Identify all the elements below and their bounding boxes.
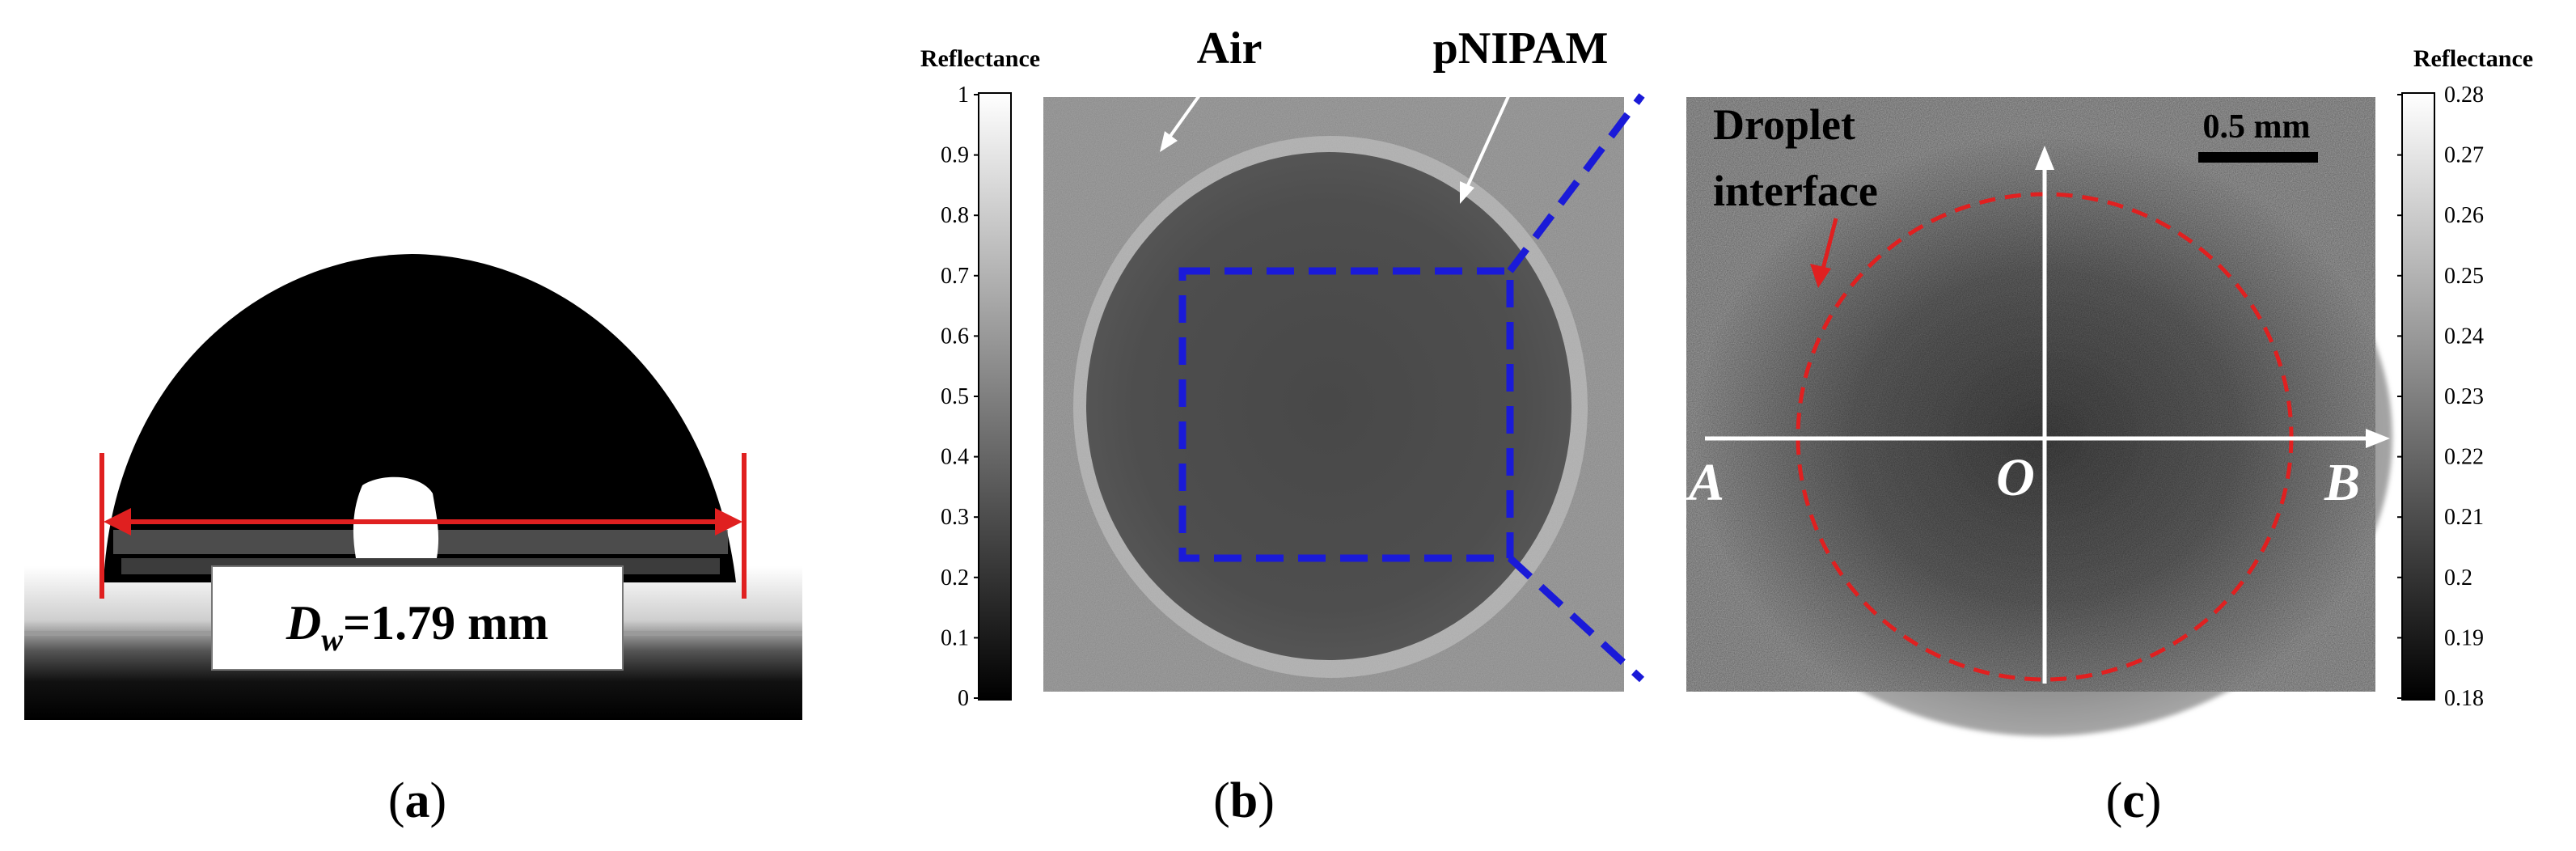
panel-c-point-o-label: O	[1996, 448, 2035, 507]
panel-c: A O B Droplet interface 0.5 mm Reflectan…	[1686, 45, 2533, 736]
panel-c-caption-letter: c	[2122, 773, 2145, 828]
panel-b-annotation-pnipam: pNIPAM	[1433, 23, 1609, 74]
panel-b-colorbar-tick-label: 0.8	[941, 203, 969, 228]
panel-a: Dw=1.79 mm	[24, 28, 802, 720]
panel-a-droplet	[104, 254, 736, 582]
panel-c-colorbar-tick-label: 0.21	[2444, 505, 2484, 530]
panel-c-annotation-arrow	[1819, 218, 1838, 276]
panel-b-zoom-line-top	[1507, 93, 1645, 273]
panel-c-colorbar-tick-label: 0.2	[2444, 565, 2472, 591]
panel-a-caption-letter: a	[404, 773, 430, 828]
panel-b-colorbar-tick-label: 0.5	[941, 384, 969, 409]
panel-c-caption: (c)	[2105, 773, 2162, 828]
panel-b-air-arrow	[1163, 86, 1207, 146]
panel-b-colorbar-tick-label: 1	[958, 83, 969, 108]
panel-b-droplet	[1086, 152, 1571, 660]
panel-a-bright-spot	[353, 476, 439, 558]
panel-a-diameter-box	[211, 565, 624, 671]
panel-b-pnipam-arrow	[1462, 87, 1514, 195]
panel-b-zoom-box	[1178, 267, 1514, 562]
panel-c-colorbar-tick-label: 0.27	[2444, 143, 2484, 168]
panel-c-colorbar-tick-label: 0.19	[2444, 625, 2484, 650]
panel-b-pnipam-arrowhead	[1460, 181, 1474, 204]
panel-b-colorbar-tick-label: 0.9	[941, 143, 969, 168]
panel-b-colorbar	[978, 92, 1012, 701]
panel-b-colorbar-tick-label: 0.3	[941, 505, 969, 530]
panel-c-colorbar-tick-label: 0.26	[2444, 203, 2484, 228]
panel-a-arrowhead-left	[104, 508, 131, 536]
panel-c-colorbar-tick-label: 0.24	[2444, 324, 2484, 349]
panel-c-annotation-line1: Droplet	[1713, 100, 1855, 149]
panel-b-colorbar-title: Reflectance	[920, 45, 1040, 72]
panel-b: Reflectance 1 0.9 0.8 0.7 0.6 0.5 0.4 0.3 0.2 0.1…	[920, 23, 1645, 711]
panel-c-colorbar-title: Reflectance	[2413, 45, 2533, 72]
panel-b-zoom-line-bottom	[1507, 555, 1645, 683]
panel-b-colorbar-tick-label: 0.1	[941, 625, 969, 650]
panel-c-colorbar-tick-label: 0.22	[2444, 445, 2484, 470]
panel-b-colorbar-tick-label: 0.2	[941, 565, 969, 591]
panel-c-point-a-label: A	[1686, 453, 1724, 512]
panel-a-caption: (a)	[387, 773, 447, 828]
panel-c-colorbar-tick-label: 0.18	[2444, 686, 2484, 711]
panel-c-annotation-arrowhead	[1810, 264, 1831, 288]
panel-c-colorbar	[2401, 92, 2435, 701]
panel-b-colorbar-tick-label: 0.4	[941, 445, 969, 470]
panel-a-diameter-label: Dw=1.79 mm	[286, 596, 548, 658]
panel-b-colorbar-tick-label: 0.7	[941, 264, 969, 289]
panel-c-annotation-line2: interface	[1713, 167, 1878, 215]
panel-c-scale-bar	[2198, 152, 2318, 163]
panel-c-colorbar-tick-label: 0.25	[2444, 264, 2484, 289]
panel-c-point-b-label: B	[2324, 453, 2360, 512]
panel-c-horizontal-arrowhead	[2366, 429, 2390, 448]
panel-b-colorbar-tick-label: 0	[958, 686, 969, 711]
panel-b-air-arrowhead	[1160, 131, 1178, 152]
panel-b-caption-letter: b	[1229, 773, 1258, 828]
panel-a-arrowhead-right	[715, 508, 742, 536]
panel-c-vertical-arrowhead	[2035, 146, 2054, 170]
panel-c-colorbar-tick-label: 0.23	[2444, 384, 2484, 409]
panel-c-scale-bar-label: 0.5 mm	[2203, 108, 2311, 146]
panel-b-annotation-air: Air	[1197, 23, 1263, 74]
panel-b-caption: (b)	[1213, 773, 1275, 828]
panel-b-colorbar-tick-label: 0.6	[941, 324, 969, 349]
panel-c-colorbar-ticks: 0.28 0.27 0.26 0.25 0.24 0.23 0.22 0.21 0.2 0.19 0…	[2397, 83, 2484, 711]
panel-b-colorbar-ticks: 1 0.9 0.8 0.7 0.6 0.5 0.4 0.3 0.2 0.1 0	[941, 83, 979, 711]
panel-c-colorbar-tick-label: 0.28	[2444, 83, 2484, 108]
